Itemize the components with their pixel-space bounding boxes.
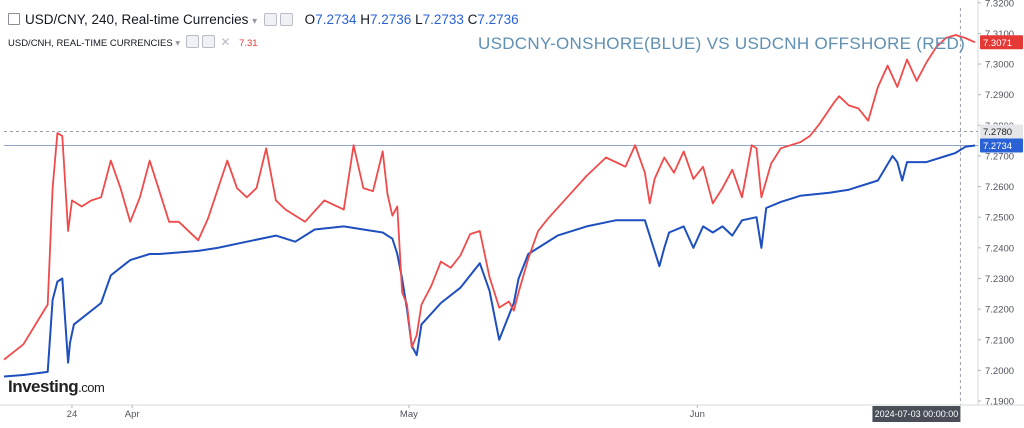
offshore-price-label: 7.3071 <box>983 38 1012 49</box>
x-tick-label: 24 <box>67 409 78 420</box>
collapse-icon[interactable] <box>8 13 20 25</box>
y-tick-label: 7.2600 <box>985 182 1014 193</box>
chart-title: USDCNY-ONSHORE(BLUE) VS USDCNH OFFSHORE … <box>478 34 966 53</box>
ohlc-open-key: O <box>304 12 316 27</box>
ohlc-high-value: 7.2736 <box>370 12 412 27</box>
ohlc-close-value: 7.2736 <box>477 12 519 27</box>
y-tick-label: 7.3000 <box>985 60 1014 71</box>
ohlc-high-key: H <box>360 12 370 27</box>
eye-icon[interactable] <box>263 13 277 26</box>
y-axis: 7.1900 7.2000 7.2100 7.2200 7.2300 7.2400 7.25… <box>978 0 1023 408</box>
y-tick-label: 7.2100 <box>985 335 1014 346</box>
chevron-down-icon[interactable]: ▾ <box>175 38 181 49</box>
y-tick-label: 7.1900 <box>985 397 1014 408</box>
main-legend: USD/CNY, 240, Real-time Currencies ▾ O7.… <box>8 12 519 27</box>
y-tick-label: 7.2700 <box>985 151 1014 162</box>
y-tick-label: 7.2300 <box>985 274 1014 285</box>
crosshair-price-label: 7.2780 <box>983 127 1012 138</box>
y-tick-label: 7.2900 <box>985 90 1014 101</box>
compare-value: 7.31 <box>239 38 258 49</box>
symbol-title[interactable]: USD/CNY, 240, Real-time Currencies <box>25 12 249 27</box>
onshore-series-line <box>3 144 976 378</box>
x-cursor-tag <box>872 406 961 422</box>
x-tick-label: Apr <box>125 409 140 420</box>
x-tick-label: May <box>400 409 418 420</box>
offshore-price-tag <box>980 35 1023 50</box>
settings-icon[interactable] <box>279 13 293 26</box>
y-tick-label: 7.3200 <box>985 0 1014 9</box>
y-tick-label: 7.3100 <box>985 29 1014 40</box>
ohlc-low-value: 7.2733 <box>422 12 464 27</box>
chevron-down-icon[interactable]: ▾ <box>252 16 258 27</box>
y-tick-label: 7.2000 <box>985 366 1014 377</box>
ohlc-open-value: 7.2734 <box>315 12 357 27</box>
x-cursor-label: 2024-07-03 00:00:00 <box>875 409 959 419</box>
investing-logo: Investing.com <box>8 377 105 397</box>
logo-suffix: .com <box>78 380 105 395</box>
compare-legend: USD/CNH, REAL-TIME CURRENCIES ▾ ✕ 7.31 <box>8 35 258 49</box>
y-tick-label: 7.2500 <box>985 213 1014 224</box>
settings-icon[interactable] <box>201 35 215 48</box>
onshore-price-label: 7.2734 <box>983 141 1012 152</box>
logo-name: Investing <box>8 377 79 396</box>
ohlc-close-key: C <box>467 12 478 27</box>
x-tick-label: Jun <box>690 409 705 420</box>
eye-icon[interactable] <box>185 35 199 48</box>
plot-pane <box>0 0 1024 406</box>
offshore-series-line <box>3 34 976 361</box>
crosshair-price-tag <box>980 124 1023 139</box>
compare-symbol-title[interactable]: USD/CNH, REAL-TIME CURRENCIES <box>8 38 173 49</box>
x-axis: 24 Apr May Jun 2024-07-03 00:00:00 <box>67 405 961 422</box>
y-tick-label: 7.2200 <box>985 305 1014 316</box>
ohlc-low-key: L <box>415 12 423 27</box>
onshore-price-tag <box>980 138 1023 153</box>
y-tick-label: 7.2400 <box>985 243 1014 254</box>
close-icon[interactable]: ✕ <box>220 35 231 49</box>
